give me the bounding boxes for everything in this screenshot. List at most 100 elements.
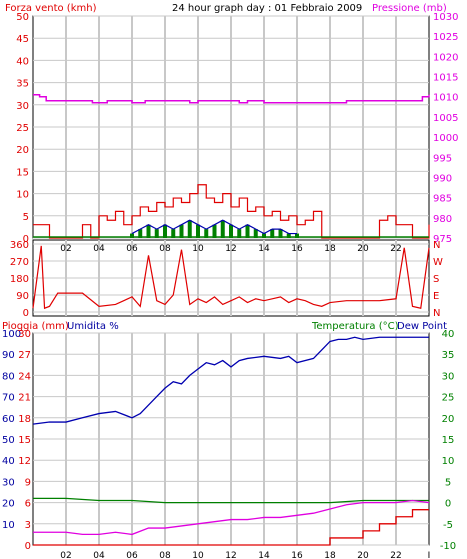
x-tick-label: 18 <box>324 551 336 559</box>
x-tick-label: 20 <box>357 551 369 559</box>
pressure-tick-label: 985 <box>433 194 452 205</box>
wind-avg-bar <box>262 233 266 238</box>
wind-avg-bar <box>229 224 233 238</box>
rain-tick-label: 18 <box>18 414 31 425</box>
direction-tick-label: 270 <box>10 257 29 268</box>
temperature-line <box>33 497 429 504</box>
x-tick-label: 14 <box>258 244 270 254</box>
wind-avg-bar <box>187 220 192 238</box>
wind-avg-bar <box>163 224 167 238</box>
x-tick-label: 18 <box>324 244 336 254</box>
rain-line <box>33 509 429 546</box>
rain-tick-label: 12 <box>18 456 31 467</box>
x-tick-label: 16 <box>291 244 303 254</box>
x-tick-label: 08 <box>159 551 171 559</box>
x-tick-label: 08 <box>159 244 171 254</box>
wind-tick-label: 5 <box>23 212 29 223</box>
humidity-tick-label: 50 <box>2 435 15 446</box>
wind-tick-label: 0 <box>23 234 29 245</box>
temp-tick-label: 40 <box>442 329 455 340</box>
temp-tick-label: 0 <box>445 499 451 510</box>
temp-tick-label: 5 <box>445 477 451 488</box>
wind-tick-label: 20 <box>16 145 29 156</box>
x-tick-label: 16 <box>291 551 303 559</box>
humidity-tick-label: 30 <box>2 477 15 488</box>
compass-tick-label: N <box>433 240 440 251</box>
wind-tick-label: 45 <box>16 34 29 45</box>
chart-title: 24 hour graph day : 01 Febbraio 2009 <box>172 3 362 14</box>
wind-avg-bar <box>171 229 176 238</box>
pressure-tick-label: 990 <box>433 173 452 184</box>
pressure-tick-label: 995 <box>433 153 452 164</box>
x-tick-label: 22 <box>390 244 401 254</box>
x-tick-label: 06 <box>126 551 138 559</box>
direction-tick-label: 90 <box>16 291 29 302</box>
wind-tick-label: 15 <box>16 167 29 178</box>
wind-avg-bar <box>253 229 258 238</box>
temp-tick-label: 15 <box>442 435 455 446</box>
pressure-line <box>33 93 430 104</box>
rain-axis-label: Pioggia (mm) <box>2 321 69 332</box>
x-tick-label: 04 <box>93 551 105 559</box>
compass-tick-label: W <box>433 257 443 268</box>
temp-tick-label: 35 <box>442 350 455 361</box>
pressure-tick-label: 1025 <box>433 32 458 43</box>
humidity-tick-label: 100 <box>2 329 21 340</box>
wind-avg-bar <box>245 224 250 238</box>
wind-axis-label: Forza vento (kmh) <box>5 3 97 14</box>
wind-avg-bar <box>179 224 184 238</box>
humidity-tick-label: 70 <box>2 393 15 404</box>
dewpoint-line <box>33 499 430 536</box>
x-tick-label: 12 <box>225 551 236 559</box>
wind-avg-bar <box>295 233 299 238</box>
pressure-tick-label: 1010 <box>433 93 458 104</box>
pressure-tick-label: 1005 <box>433 113 458 124</box>
temp-tick-label: 20 <box>442 414 455 425</box>
temperature-axis-label: Temperatura (°C) <box>311 321 399 332</box>
wind-tick-label: 30 <box>16 101 29 112</box>
wind-avg-bar <box>220 220 225 238</box>
wind-avg-bar <box>237 229 242 238</box>
wind-avg-bar <box>130 233 134 238</box>
rain-tick-label: 21 <box>18 393 31 404</box>
wind-avg-bar <box>212 224 217 238</box>
humidity-tick-label: 10 <box>2 520 15 531</box>
pressure-tick-label: 1000 <box>433 133 458 144</box>
direction-tick-label: 180 <box>10 274 29 285</box>
rain-tick-label: 15 <box>18 435 31 446</box>
dewpoint-axis-label: Dew Point <box>397 321 447 332</box>
rain-tick-label: 0 <box>25 541 31 552</box>
wind-avg-bar <box>146 224 151 238</box>
temp-tick-label: 10 <box>442 456 455 467</box>
wind-avg-bar <box>270 229 275 238</box>
humidity-tick-label: 90 <box>2 350 15 361</box>
temp-tick-label: -5 <box>443 520 453 531</box>
x-tick-label: 02 <box>60 551 71 559</box>
wind-avg-bar <box>204 229 209 238</box>
compass-tick-label: S <box>433 274 439 285</box>
compass-tick-label: N <box>433 308 440 319</box>
rain-tick-label: 30 <box>18 329 31 340</box>
rain-tick-label: 9 <box>25 477 31 488</box>
wind-tick-label: 35 <box>16 79 29 90</box>
temp-tick-label: 25 <box>442 393 455 404</box>
wind-gust-line <box>33 184 430 239</box>
humidity-tick-label: 20 <box>2 499 15 510</box>
x-tick-label: 10 <box>192 244 204 254</box>
humidity-axis-label: Umidita % <box>67 321 119 332</box>
rain-tick-label: 27 <box>18 350 31 361</box>
direction-tick-label: 360 <box>10 240 29 251</box>
pressure-tick-label: 975 <box>433 234 452 245</box>
wind-avg-line <box>131 219 297 235</box>
wind-avg-bar <box>154 229 159 238</box>
x-tick-label: 10 <box>192 551 204 559</box>
x-tick-label: 06 <box>126 244 138 254</box>
wind-avg-bar <box>286 233 291 238</box>
x-tick-label: I <box>428 551 431 559</box>
humidity-tick-label: 40 <box>2 456 15 467</box>
humidity-tick-label: 80 <box>2 371 15 382</box>
direction-line <box>32 245 430 310</box>
direction-tick-label: 0 <box>23 308 29 319</box>
pressure-tick-label: 1020 <box>433 52 458 63</box>
pressure-axis-label: Pressione (mb) <box>372 3 447 14</box>
